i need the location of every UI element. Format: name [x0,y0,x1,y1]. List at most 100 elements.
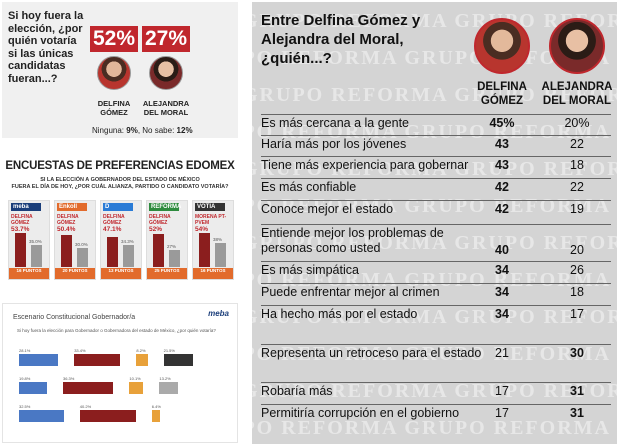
scenario-logo: meba [208,309,229,318]
attribute-label: Conoce mejor el estado [261,202,394,216]
poll-card-value: 53.7% [11,226,30,233]
attribute-label: Robaría más [261,384,333,398]
scenario-bar [136,354,148,366]
poll-card-lead-bar [15,233,26,267]
candidate-b-value: 26 [570,263,584,277]
attribute-label: Representa un retroceso para el estado [261,346,482,360]
candidate-a-value: 17 [495,384,509,398]
candidate-b-photo-large [549,18,605,74]
poll-card-other-label: 30.0% [75,242,88,247]
candidate-b-value: 31 [570,406,584,420]
scenario-bar [129,382,144,394]
ninguna-value: 9% [126,126,138,135]
candidate-a-value: 43 [495,137,509,151]
poll-card-candidate: DELFINA GÓMEZ [103,214,125,226]
scenario-question: Si hoy fuera la elección para Gobernador… [17,328,216,333]
preferences-subtitle-line-2: FUERA EL DÍA DE HOY, ¿POR CUÁL ALIANZA, … [11,184,229,190]
scenario-bar [19,354,59,366]
scenario-bar-label: 10.1% [129,376,141,381]
scenario-bar-label: 36.3% [63,376,75,381]
table-row-rule [261,344,611,345]
poll-card: D DELFINA GÓMEZ 47.1% 34.3% 13 PUNTOS [100,200,142,280]
attribute-label: Es más simpática [261,263,359,277]
scenario-bar-label: 33.4% [74,348,86,353]
ninguna-label: Ninguna: [92,126,125,135]
watermark-text: GRUPO REFORMA GRUPO REFORMA GRUPO REFORM… [252,269,617,291]
table-row-rule [261,135,611,136]
poll-card-other-label: 35.0% [29,238,42,244]
watermark-text: GRUPO REFORMA GRUPO REFORMA GRUPO REFORM… [252,232,617,254]
attribute-label: Tiene más experiencia para gobernar [261,158,469,172]
poll-card-footer: 25 PUNTOS [147,268,187,279]
scenario-bar [159,382,178,394]
poll-card-logo: D [103,203,133,211]
table-row-rule [261,404,611,405]
attributes-headline: Entre Delfina Gómez y Alejandra del Mora… [261,12,421,67]
candidate-b-value: 30 [570,346,584,360]
poll-card: VOTIA MORENA PT-PVEM 54% 38% 16 PUNTOS [192,200,234,280]
watermark-text: GRUPO REFORMA GRUPO REFORMA GRUPO REFORM… [252,343,617,365]
watermark-text: GRUPO REFORMA GRUPO REFORMA GRUPO REFORM… [252,306,617,328]
watermark-text: GRUPO REFORMA GRUPO REFORMA GRUPO REFORM… [252,10,617,32]
candidate-a-photo [97,56,131,90]
poll-card-footer: 16 PUNTOS [193,268,233,279]
poll-card-other-bar [123,245,134,267]
table-row-rule [261,114,611,115]
candidate-b-value: 20 [570,243,584,257]
poll-card-other-label: 34.3% [121,239,134,245]
candidate-b-column-header: ALEJANDRA DEL MORAL [541,81,613,107]
candidate-b-value: 20% [564,116,590,130]
attribute-label: Haría más por los jóvenes [261,137,407,151]
poll-panel-scenario: Escenario Constitucional Gobernador/a me… [2,303,238,443]
poll-card-logo: Enkoll [57,203,87,211]
candidate-a-value: 34 [495,307,509,321]
candidate-a-value: 34 [495,263,509,277]
candidate-a-value: 34 [495,285,509,299]
candidate-a-value: 42 [495,202,509,216]
scenario-bar-label: 40.2% [79,404,92,409]
attribute-label: Es más cercana a la gente [261,116,409,130]
candidate-b-value: 18 [570,285,584,299]
table-row-rule [261,261,611,262]
poll-card: meba DELFINA GÓMEZ 53.7% 35.0% 16 PUNTOS [8,200,50,280]
scenario-bar-label: 13.2% [159,376,171,381]
scenario-bar-label: 8.2% [136,348,146,353]
candidate-b-percent: 27% [142,26,190,52]
scenario-bar-label: 28.1% [19,348,31,353]
candidate-a-value: 40 [495,243,509,257]
poll-card-value: 47.1% [103,226,122,233]
table-row-rule [261,283,611,284]
preferences-subtitle-line-1: SI LA ELECCIÓN A GOBERNADOR DEL ESTADO D… [40,177,200,183]
table-row-rule [261,156,611,157]
poll-card-logo: REFORMA [149,203,182,211]
poll-panel-attributes: GRUPO REFORMA GRUPO REFORMA GRUPO REFORM… [252,2,617,444]
ninguna-nosabe-note: Ninguna: 9%, No sabe: 12% [92,126,193,135]
candidate-b-value: 22 [570,137,584,151]
scenario-bar-label: 32.5% [19,404,31,409]
preferences-title: ENCUESTAS DE PREFERENCIAS EDOMEX [5,160,235,172]
poll-card-lead-bar [199,232,210,267]
poll-card-candidate: DELFINA GÓMEZ [149,214,171,226]
attribute-label: Puede enfrentar mejor al crimen [261,285,440,299]
poll-card-other-bar [215,242,226,267]
scenario-bar-label: 21.5% [163,348,175,353]
poll-card-other-bar [77,248,88,267]
poll-panel-head-to-head: Si hoy fuera la elección, ¿por quién vot… [2,2,238,138]
watermark-text: GRUPO REFORMA GRUPO REFORMA GRUPO REFORM… [252,158,617,180]
attribute-label: Es más confiable [261,180,357,194]
candidate-a-percent: 52% [90,26,138,52]
candidate-a-column-header: DELFINA GÓMEZ [477,81,527,107]
poll-card-candidate: MORENA PT-PVEM [195,214,227,226]
table-row-rule [261,200,611,201]
scenario-bar-label: 6.4% [151,404,161,409]
attribute-label: Permitiría corrupción en el gobierno [261,406,460,420]
poll-card-other-label: 27% [167,243,177,249]
scenario-title: Escenario Constitucional Gobernador/a [13,314,136,321]
poll-card: REFORMA DELFINA GÓMEZ 52% 27% 25 PUNTOS [146,200,188,280]
poll-card-lead-bar [107,237,118,267]
attribute-label: Ha hecho más por el estado [261,307,418,321]
candidate-a-value: 21 [495,346,509,360]
poll-card-value: 52% [149,226,163,233]
candidate-b-value: 18 [570,158,584,172]
poll-card-candidate: DELFINA GÓMEZ [57,214,79,226]
